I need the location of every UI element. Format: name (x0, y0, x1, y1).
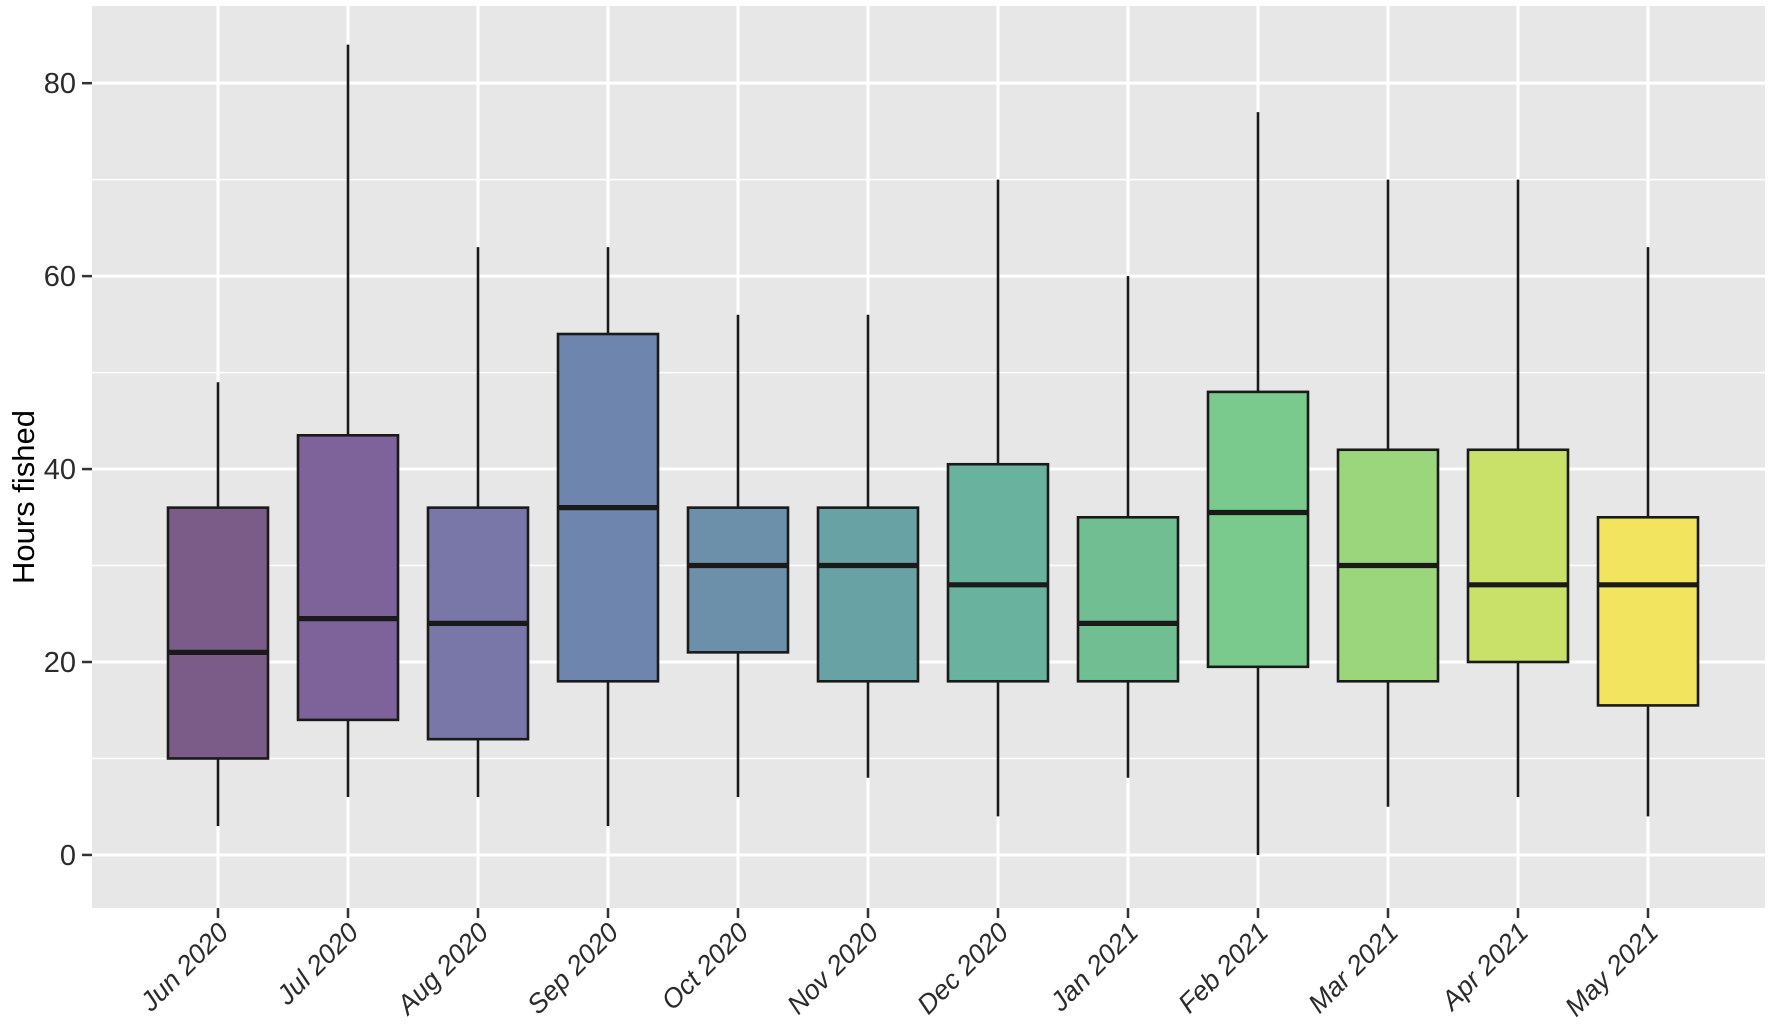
x-axis-tick-label: Feb 2021 (1172, 917, 1274, 1019)
iqr-box (166, 506, 270, 760)
x-axis-tick-label: Jan 2021 (1044, 917, 1144, 1017)
iqr-box (816, 506, 920, 683)
iqr-box (946, 462, 1050, 683)
iqr-box (1206, 390, 1310, 669)
x-axis-tick-label: May 2021 (1559, 917, 1664, 1022)
y-axis-tick-label: 60 (44, 261, 76, 293)
y-axis-tick-label: 20 (44, 647, 76, 679)
iqr-box (296, 433, 400, 722)
boxplot-feb-2021 (1206, 112, 1310, 855)
y-axis-title: Hours fished (6, 410, 41, 584)
boxplot-oct-2020 (686, 314, 790, 798)
boxplot-jan-2021 (1076, 276, 1180, 778)
x-axis-tick-label: Nov 2020 (781, 917, 884, 1020)
boxplot-nov-2020 (816, 314, 920, 778)
y-axis-tick-label: 0 (60, 840, 76, 872)
x-axis-tick-label: Apr 2021 (1434, 917, 1534, 1017)
iqr-box (686, 506, 790, 654)
boxplot-jul-2020 (296, 44, 400, 798)
boxplot-sep-2020 (556, 247, 660, 826)
boxplot-dec-2020 (946, 179, 1050, 817)
boxplot-apr-2021 (1466, 179, 1570, 798)
x-axis-tick-label: Mar 2021 (1302, 917, 1404, 1019)
x-axis-tick-label: Jul 2020 (270, 917, 364, 1011)
iqr-box (1076, 515, 1180, 683)
y-axis-tick-label: 40 (44, 454, 76, 486)
boxplot-aug-2020 (426, 247, 530, 798)
x-axis-tick-label: Aug 2020 (390, 917, 494, 1021)
y-axis-tick-label: 80 (44, 68, 76, 100)
iqr-box (1466, 448, 1570, 664)
boxplot-mar-2021 (1336, 179, 1440, 807)
x-axis-tick-label: Jun 2020 (134, 917, 234, 1017)
x-axis-tick-label: Dec 2020 (911, 917, 1014, 1020)
boxplot-jun-2020 (166, 382, 270, 826)
iqr-box (1596, 515, 1700, 707)
x-axis-tick-label: Sep 2020 (521, 917, 624, 1020)
x-axis-tick-label: Oct 2020 (656, 917, 755, 1016)
boxplot-may-2021 (1596, 247, 1700, 817)
